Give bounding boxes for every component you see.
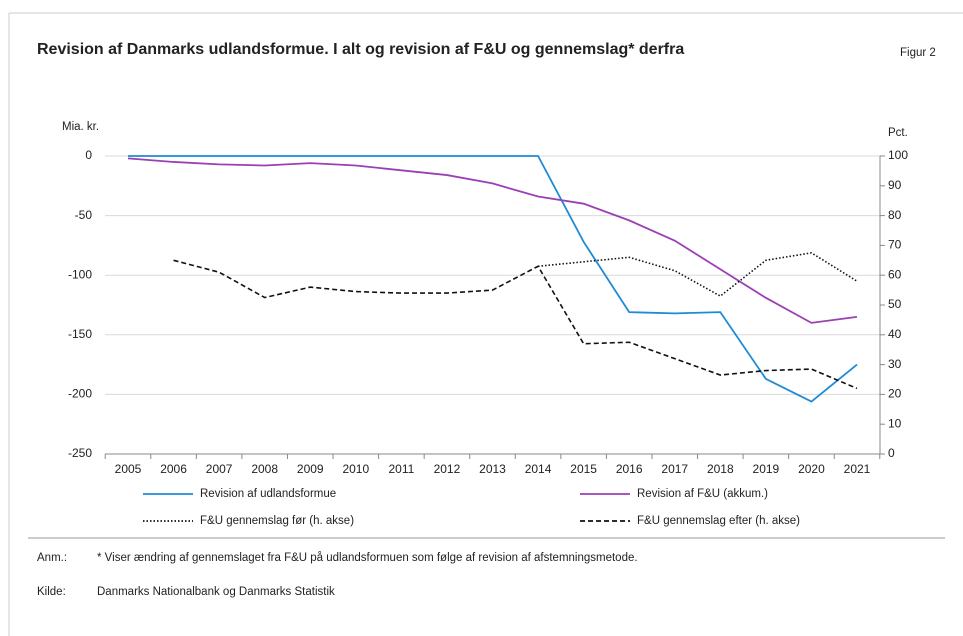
series-line <box>173 259 858 390</box>
x-tick-label: 2019 <box>753 462 780 476</box>
x-tick-label: 2009 <box>297 462 324 476</box>
x-tick-label: 2006 <box>160 462 187 476</box>
y2-tick-label: 0 <box>888 446 895 460</box>
x-tick-label: 2014 <box>525 462 552 476</box>
y-tick-label: -100 <box>68 267 92 281</box>
y2-tick-label: 10 <box>888 416 902 430</box>
series-line <box>127 157 858 324</box>
x-tick-label: 2021 <box>844 462 871 476</box>
y2-tick-label: 40 <box>888 327 902 341</box>
y-tick-label: -250 <box>68 446 92 460</box>
y-tick-label: 0 <box>85 148 92 162</box>
y2-tick-label: 90 <box>888 178 902 192</box>
y-axis-label: Mia. kr. <box>62 121 99 133</box>
figure-label: Figur 2 <box>900 47 936 59</box>
y2-tick-label: 50 <box>888 297 902 311</box>
y2-tick-label: 60 <box>888 267 902 281</box>
x-tick-label: 2012 <box>434 462 461 476</box>
legend-label: F&U gennemslag før (h. akse) <box>200 515 354 527</box>
x-tick-label: 2010 <box>342 462 369 476</box>
x-tick-label: 2017 <box>661 462 688 476</box>
x-tick-label: 2013 <box>479 462 506 476</box>
x-tick-label: 2011 <box>388 462 414 476</box>
x-tick-label: 2018 <box>707 462 734 476</box>
y-tick-label: -150 <box>68 327 92 341</box>
note-text: Danmarks Nationalbank og Danmarks Statis… <box>97 586 335 598</box>
y-tick-label: -200 <box>68 387 92 401</box>
y2-tick-label: 20 <box>888 387 902 401</box>
legend-label: Revision af F&U (akkum.) <box>637 488 768 500</box>
y2-tick-label: 30 <box>888 357 902 371</box>
x-tick-label: 2020 <box>798 462 825 476</box>
x-tick-label: 2007 <box>206 462 233 476</box>
series-line <box>128 155 858 403</box>
x-tick-label: 2016 <box>616 462 643 476</box>
note-label: Anm.: <box>37 552 67 564</box>
note-text: * Viser ændring af gennemslaget fra F&U … <box>97 552 638 564</box>
legend-label: Revision af udlandsformue <box>200 488 336 500</box>
note-label: Kilde: <box>37 586 66 598</box>
series-line <box>537 252 858 298</box>
y2-tick-label: 80 <box>888 208 902 222</box>
y2-tick-label: 70 <box>888 238 902 252</box>
y-tick-label: -50 <box>75 208 93 222</box>
chart-title: Revision af Danmarks udlandsformue. I al… <box>37 41 684 58</box>
y2-axis-label: Pct. <box>888 127 908 139</box>
x-tick-label: 2005 <box>115 462 142 476</box>
x-tick-label: 2008 <box>251 462 278 476</box>
x-tick-label: 2015 <box>570 462 597 476</box>
y2-tick-label: 100 <box>888 148 908 162</box>
legend-label: F&U gennemslag efter (h. akse) <box>637 515 800 527</box>
